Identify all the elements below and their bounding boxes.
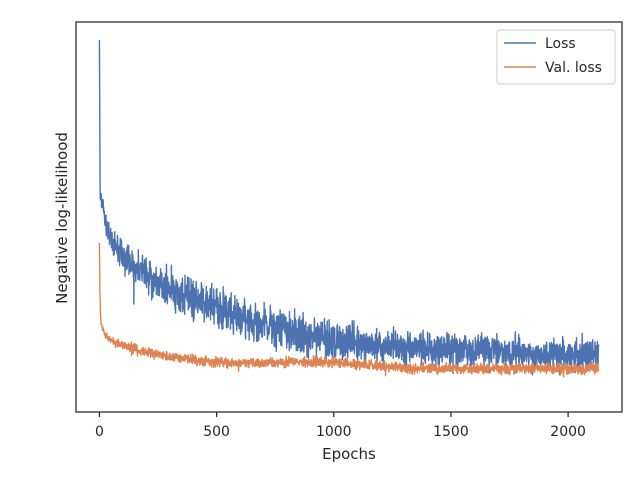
- plot-area: [98, 39, 600, 378]
- x-tick-label: 500: [203, 424, 230, 440]
- x-axis-title: Epochs: [322, 445, 376, 463]
- legend-label-loss: Loss: [545, 36, 576, 52]
- x-ticks: 0 500 1000 1500 2000: [95, 412, 586, 440]
- axes-frame: [75, 21, 623, 413]
- x-tick-label: 0: [95, 424, 104, 440]
- legend-label-val-loss: Val. loss: [545, 60, 602, 76]
- x-tick-label: 2000: [550, 424, 586, 440]
- x-tick-label: 1500: [433, 424, 469, 440]
- legend: Loss Val. loss: [496, 29, 616, 85]
- loss-series-line: [98, 39, 600, 376]
- val-loss-series-line: [98, 242, 600, 378]
- y-axis-title: Negative log-likelihood: [53, 132, 71, 304]
- x-tick-label: 1000: [316, 424, 352, 440]
